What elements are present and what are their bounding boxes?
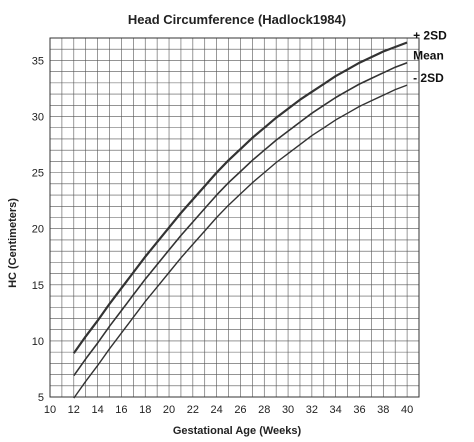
series-line xyxy=(73,61,408,377)
x-tick-label: 34 xyxy=(330,404,342,416)
x-tick-label: 14 xyxy=(91,404,103,416)
x-tick-label: 22 xyxy=(187,404,199,416)
series-line xyxy=(73,84,408,399)
y-tick-label: 20 xyxy=(32,224,44,236)
x-tick-label: 28 xyxy=(258,404,270,416)
chart-title: Head Circumference (Hadlock1984) xyxy=(128,12,346,27)
series-label: Mean xyxy=(413,49,444,63)
plot-frame xyxy=(49,37,420,398)
x-tick-label: 40 xyxy=(401,404,413,416)
y-tick-label: 35 xyxy=(32,55,44,67)
series-line xyxy=(72,41,408,354)
x-tick-label: 38 xyxy=(377,404,389,416)
x-tick-label: 10 xyxy=(44,404,56,416)
y-tick-label: 15 xyxy=(32,280,44,292)
y-tick-label: 10 xyxy=(32,336,44,348)
x-tick-label: 32 xyxy=(306,404,318,416)
y-tick-label: 25 xyxy=(32,168,44,180)
x-tick-label: 16 xyxy=(115,404,127,416)
x-tick-label: 36 xyxy=(353,404,365,416)
y-axis-label: HC (Centimeters) xyxy=(7,198,19,288)
x-axis-label: Gestational Age (Weeks) xyxy=(173,425,302,437)
y-tick-labels: 5 10 15 20 25 30 35 xyxy=(32,55,44,404)
y-tick-label: 30 xyxy=(32,112,44,124)
x-tick-label: 26 xyxy=(234,404,246,416)
x-tick-label: 30 xyxy=(282,404,294,416)
y-tick-label: 5 xyxy=(38,392,44,404)
x-tick-label: 12 xyxy=(68,404,80,416)
x-tick-label: 20 xyxy=(163,404,175,416)
series-label: + 2SD xyxy=(413,28,447,42)
series-label: - 2SD xyxy=(413,71,444,85)
series-labels: + 2SD Mean - 2SD xyxy=(413,28,447,85)
series-lines xyxy=(72,41,408,399)
x-tick-label: 18 xyxy=(139,404,151,416)
x-tick-label: 24 xyxy=(211,404,223,416)
x-tick-labels: 10 12 14 16 18 20 22 24 26 28 30 32 34 36 38 40 xyxy=(44,404,413,416)
grid xyxy=(49,37,420,398)
